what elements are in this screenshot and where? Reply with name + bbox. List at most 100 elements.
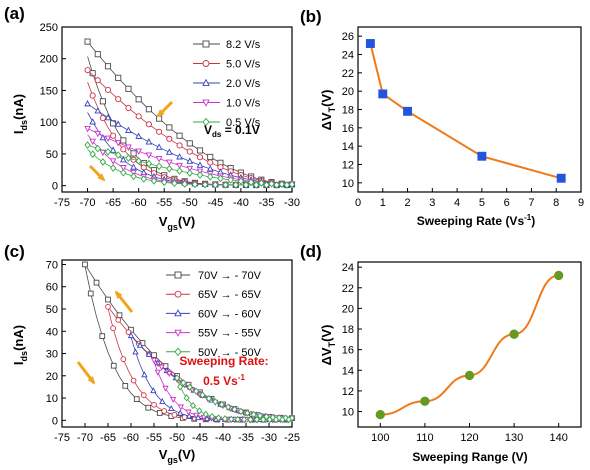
plot-a-frame (61, 26, 293, 193)
marker-a-4 (140, 175, 147, 183)
marker-a-2 (165, 148, 173, 155)
marker-c-4 (253, 416, 260, 424)
x-tick-label-b: 3 (429, 197, 435, 209)
legend-c-marker-2 (174, 309, 182, 317)
marker-a-1 (186, 148, 193, 155)
marker-a-2 (206, 165, 214, 172)
marker-c-0 (156, 410, 163, 416)
marker-a-4 (150, 177, 158, 185)
marker-a-0 (94, 51, 101, 58)
y-axis-label-a: Ids(nA) (11, 94, 29, 134)
marker-c-1 (161, 408, 168, 414)
marker-c-3 (162, 385, 169, 392)
legend-a-marker-1 (202, 60, 210, 67)
marker-a-4 (201, 180, 209, 189)
marker-a-0 (89, 70, 96, 77)
marker-a-1 (125, 104, 132, 111)
marker-a-4 (130, 172, 137, 181)
marker-a-1 (166, 135, 173, 142)
marker-a-4 (186, 169, 193, 177)
marker-c-4 (273, 416, 280, 424)
marker-c-4 (218, 400, 225, 409)
marker-a-2 (99, 133, 107, 141)
marker-a-0 (115, 74, 122, 81)
marker-c-4 (257, 412, 264, 420)
point-b-0 (365, 39, 375, 48)
legend-c-label-1: 65V → - 65V (198, 289, 262, 301)
marker-a-2 (125, 126, 132, 133)
y-tick-label-b: 24 (342, 50, 354, 62)
marker-a-4 (273, 181, 280, 189)
legend-a-label-1: 5.0 V/s (226, 59, 261, 71)
marker-c-0 (105, 296, 111, 303)
marker-c-2 (145, 350, 153, 357)
y-tick-label-a: 100 (40, 117, 58, 129)
marker-c-1 (140, 392, 147, 398)
marker-c-4 (266, 416, 273, 424)
marker-a-4 (232, 181, 239, 189)
marker-c-4 (215, 414, 222, 422)
x-tick-label-c: -25 (284, 432, 300, 444)
marker-c-4 (285, 416, 292, 424)
legend-a-label-4: 0.5 V/s (226, 117, 261, 129)
marker-c-4 (231, 405, 238, 413)
y-tick-label-c: 10 (46, 393, 58, 405)
marker-a-4 (125, 154, 132, 162)
point-d-2 (464, 370, 475, 381)
x-axis-label-d: Sweeping Range (V) (412, 450, 527, 464)
panel-a: (a) -75 -70 -65 -60 -55 -50 -45 -40 -35 -30 0 50 100… (4, 4, 300, 232)
marker-c-0 (122, 382, 129, 389)
marker-a-4 (145, 159, 153, 168)
x-tick-label-d: 140 (550, 432, 568, 444)
marker-c-4 (250, 410, 257, 419)
arrow-c-up-head (114, 290, 123, 299)
marker-a-3 (155, 156, 163, 163)
marker-a-4 (94, 144, 101, 153)
x-tick-label-b: 6 (504, 197, 510, 209)
y-tick-label-c: 50 (46, 304, 58, 316)
marker-c-1 (130, 377, 137, 384)
marker-c-4 (209, 412, 216, 421)
y-tick-label-c: 70 (46, 259, 58, 271)
marker-a-0 (166, 124, 173, 131)
marker-a-4 (176, 167, 183, 175)
marker-c-4 (260, 416, 267, 424)
x-tick-label-c: -60 (123, 432, 139, 444)
y-tick-label-d: 24 (342, 262, 354, 274)
marker-c-2 (150, 387, 157, 394)
annotation-vds: Vds = 0.1V (204, 123, 260, 139)
legend-c-label-3: 55V → - 55V (198, 328, 262, 340)
marker-c-2 (177, 409, 184, 416)
marker-c-0 (110, 362, 117, 369)
marker-c-4 (234, 415, 241, 424)
y-tick-label-b: 14 (342, 141, 354, 153)
x-tick-label-c: -75 (54, 432, 70, 444)
y-tick-label-b: 16 (342, 123, 354, 135)
marker-a-4 (207, 173, 214, 181)
marker-a-0 (176, 132, 183, 139)
y-tick-label-c: 60 (46, 282, 58, 294)
marker-a-3 (186, 165, 194, 173)
marker-a-2 (176, 153, 183, 160)
legend-c-label-2: 60V → - 60V (198, 308, 262, 320)
marker-c-4 (221, 415, 228, 423)
marker-c-1 (115, 317, 122, 323)
marker-c-2 (127, 332, 135, 339)
marker-a-4 (89, 150, 96, 159)
marker-c-1 (120, 356, 127, 362)
marker-a-2 (135, 132, 143, 139)
legend-c-marker-0 (174, 271, 182, 279)
y-tick-label-c: 40 (46, 326, 58, 338)
marker-c-4 (241, 415, 248, 424)
marker-a-4 (104, 148, 112, 156)
panel-a-label: (a) (4, 4, 25, 23)
marker-c-4 (180, 379, 187, 387)
x-axis-label-a: Vgs(V) (159, 214, 196, 232)
marker-a-2 (109, 146, 117, 153)
marker-a-2 (186, 157, 194, 164)
marker-a-4 (217, 174, 224, 183)
x-tick-label-a: -60 (131, 197, 147, 209)
marker-c-0 (116, 312, 123, 319)
x-tick-label-d: 100 (371, 432, 389, 444)
